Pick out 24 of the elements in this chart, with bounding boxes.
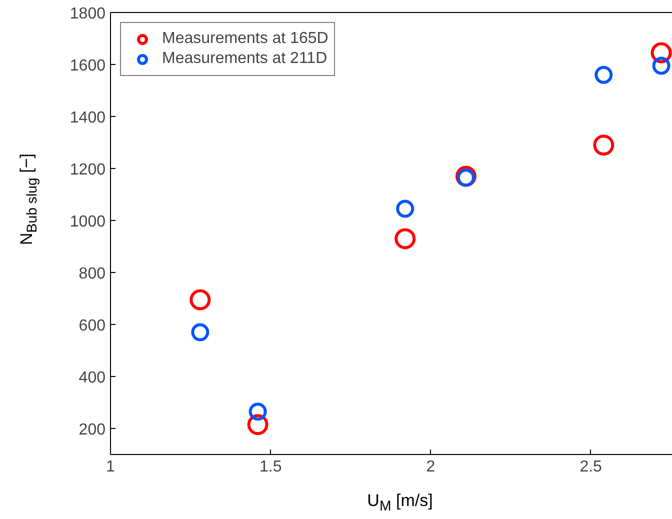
y-tick-label: 1800 bbox=[70, 6, 106, 22]
point bbox=[652, 56, 670, 75]
legend-label: Measurements at 211D bbox=[162, 50, 328, 68]
point bbox=[191, 323, 210, 342]
point bbox=[248, 402, 267, 421]
legend-label: Measurements at 165D bbox=[162, 30, 328, 48]
y-tick-label: 400 bbox=[78, 370, 106, 386]
y-tick-label: 200 bbox=[78, 422, 106, 438]
x-tick-label: 2 bbox=[426, 458, 436, 476]
y-tick-label: 1400 bbox=[70, 110, 106, 126]
x-tick-label: 2.5 bbox=[580, 458, 602, 476]
point bbox=[394, 228, 416, 250]
y-tick-label: 800 bbox=[78, 266, 106, 282]
x-tick-label: 1.5 bbox=[259, 458, 282, 476]
y-tick-label: 600 bbox=[78, 318, 106, 334]
x-axis-title: U$_{M}$ [m/s] bbox=[367, 490, 433, 516]
x-tick-label: 1 bbox=[106, 458, 116, 476]
point bbox=[190, 289, 211, 310]
y-tick-label: 1600 bbox=[70, 58, 106, 74]
point bbox=[593, 134, 614, 156]
y-tick-label: 1000 bbox=[70, 214, 106, 230]
y-tick-label: 1200 bbox=[70, 162, 106, 178]
point bbox=[396, 200, 414, 218]
point bbox=[594, 66, 613, 84]
